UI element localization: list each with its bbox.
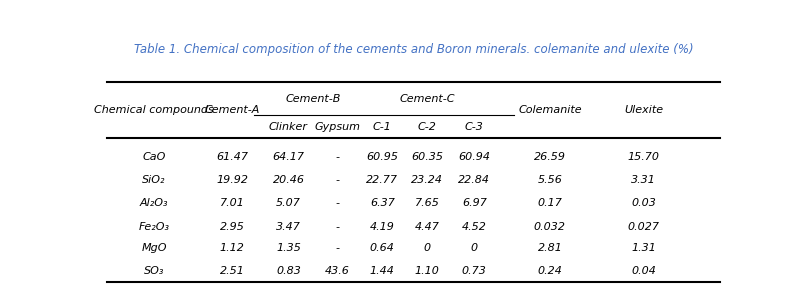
Text: Cement-A: Cement-A (204, 105, 260, 115)
Text: 1.10: 1.10 (415, 266, 440, 276)
Text: 0.83: 0.83 (276, 266, 301, 276)
Text: 64.17: 64.17 (273, 152, 304, 162)
Text: SO₃: SO₃ (144, 266, 164, 276)
Text: -: - (335, 152, 339, 162)
Text: 2.81: 2.81 (537, 243, 562, 253)
Text: 19.92: 19.92 (216, 175, 249, 185)
Text: 20.46: 20.46 (273, 175, 304, 185)
Text: 7.65: 7.65 (415, 198, 440, 209)
Text: Table 1. Chemical composition of the cements and Boron minerals. colemanite and : Table 1. Chemical composition of the cem… (134, 43, 693, 56)
Text: SiO₂: SiO₂ (142, 175, 165, 185)
Text: Clinker: Clinker (269, 122, 308, 132)
Text: Cement-C: Cement-C (399, 94, 455, 104)
Text: 2.95: 2.95 (220, 222, 245, 232)
Text: 60.94: 60.94 (458, 152, 491, 162)
Text: 60.95: 60.95 (366, 152, 399, 162)
Text: 0.17: 0.17 (537, 198, 562, 209)
Text: 2.51: 2.51 (220, 266, 245, 276)
Text: 0.032: 0.032 (534, 222, 566, 232)
Text: Chemical compounds: Chemical compounds (94, 105, 214, 115)
Text: 5.07: 5.07 (276, 198, 301, 209)
Text: CaO: CaO (142, 152, 165, 162)
Text: Colemanite: Colemanite (518, 105, 582, 115)
Text: 7.01: 7.01 (220, 198, 245, 209)
Text: 4.19: 4.19 (370, 222, 395, 232)
Text: 15.70: 15.70 (628, 152, 660, 162)
Text: 6.37: 6.37 (370, 198, 395, 209)
Text: 1.44: 1.44 (370, 266, 395, 276)
Text: 1.35: 1.35 (276, 243, 301, 253)
Text: MgO: MgO (141, 243, 167, 253)
Text: 0.027: 0.027 (628, 222, 660, 232)
Text: 0.64: 0.64 (370, 243, 395, 253)
Text: 1.31: 1.31 (631, 243, 656, 253)
Text: 0: 0 (470, 243, 478, 253)
Text: -: - (335, 222, 339, 232)
Text: 6.97: 6.97 (462, 198, 487, 209)
Text: 5.56: 5.56 (537, 175, 562, 185)
Text: 61.47: 61.47 (216, 152, 249, 162)
Text: Ulexite: Ulexite (624, 105, 663, 115)
Text: Gypsum: Gypsum (314, 122, 360, 132)
Text: C-1: C-1 (373, 122, 391, 132)
Text: -: - (335, 198, 339, 209)
Text: 60.35: 60.35 (412, 152, 443, 162)
Text: 0.04: 0.04 (631, 266, 656, 276)
Text: 3.31: 3.31 (631, 175, 656, 185)
Text: 23.24: 23.24 (412, 175, 443, 185)
Text: 4.47: 4.47 (415, 222, 440, 232)
Text: 4.52: 4.52 (462, 222, 487, 232)
Text: 0.24: 0.24 (537, 266, 562, 276)
Text: 26.59: 26.59 (534, 152, 566, 162)
Text: Fe₂O₃: Fe₂O₃ (139, 222, 169, 232)
Text: C-3: C-3 (465, 122, 483, 132)
Text: -: - (335, 175, 339, 185)
Text: 22.77: 22.77 (366, 175, 399, 185)
Text: 0.73: 0.73 (462, 266, 487, 276)
Text: 0.03: 0.03 (631, 198, 656, 209)
Text: 3.47: 3.47 (276, 222, 301, 232)
Text: 1.12: 1.12 (220, 243, 245, 253)
Text: C-2: C-2 (418, 122, 437, 132)
Text: 43.6: 43.6 (325, 266, 349, 276)
Text: Al₂O₃: Al₂O₃ (140, 198, 169, 209)
Text: Cement-B: Cement-B (285, 94, 341, 104)
Text: 0: 0 (424, 243, 431, 253)
Text: 22.84: 22.84 (458, 175, 491, 185)
Text: -: - (335, 243, 339, 253)
